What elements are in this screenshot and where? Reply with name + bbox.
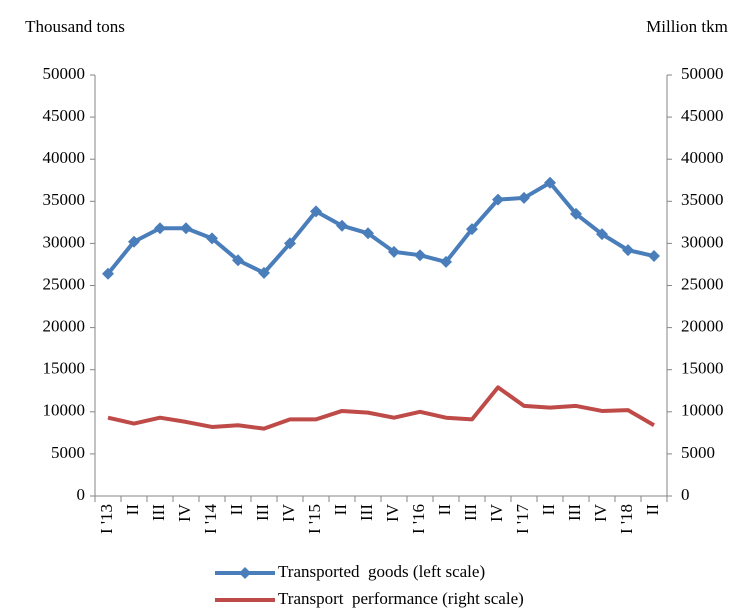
point-marker <box>388 245 400 258</box>
point-marker <box>596 228 608 241</box>
x-tick-label: I '15 <box>305 504 324 534</box>
x-tick-label: II <box>643 504 662 516</box>
y2-tick-label: 45000 <box>681 106 724 125</box>
legend-label: Transport performance (right scale) <box>278 589 524 608</box>
x-tick-label: III <box>565 504 584 521</box>
point-marker <box>414 249 426 262</box>
point-marker <box>362 227 374 240</box>
y2-tick-label: 5000 <box>681 443 715 462</box>
point-marker <box>310 205 322 218</box>
y-tick-label: 10000 <box>43 401 86 420</box>
y2-axis-title: Million tkm <box>646 17 728 36</box>
x-tick-label: III <box>357 504 376 521</box>
point-marker <box>622 244 634 257</box>
series-line <box>107 385 656 431</box>
point-marker <box>102 267 114 280</box>
point-marker <box>466 223 478 236</box>
x-tick-label: II <box>539 504 558 516</box>
x-tick-label: II <box>331 504 350 516</box>
y2-tick-label: 40000 <box>681 148 724 167</box>
x-tick-label: II <box>435 504 454 516</box>
y-axis-title: Thousand tons <box>25 17 125 36</box>
y-tick-label: 0 <box>77 485 86 504</box>
series-line <box>106 180 655 275</box>
x-tick-label: IV <box>487 503 506 522</box>
y2-tick-label: 15000 <box>681 359 724 378</box>
point-marker <box>570 207 582 220</box>
y2-tick-label: 0 <box>681 485 690 504</box>
point-marker <box>206 232 218 245</box>
y-tick-label: 25000 <box>43 274 86 293</box>
x-tick-label: III <box>461 504 480 521</box>
point-marker <box>648 250 660 263</box>
legend-marker <box>239 567 251 579</box>
point-marker <box>544 176 556 189</box>
x-tick-label: III <box>149 504 168 521</box>
y-tick-label: 45000 <box>43 106 86 125</box>
y-tick-label: 50000 <box>43 64 86 83</box>
x-tick-label: I '14 <box>201 504 220 534</box>
y-tick-label: 30000 <box>43 232 86 251</box>
y2-tick-label: 35000 <box>681 190 724 209</box>
point-marker <box>128 235 140 248</box>
x-tick-label: IV <box>175 503 194 522</box>
y-tick-label: 15000 <box>43 359 86 378</box>
point-marker <box>336 219 348 232</box>
point-marker <box>232 254 244 267</box>
x-tick-label: II <box>227 504 246 516</box>
y2-tick-label: 20000 <box>681 317 724 336</box>
point-marker <box>284 237 296 250</box>
x-tick-label: I '17 <box>513 504 532 534</box>
y-tick-label: 5000 <box>51 443 85 462</box>
point-marker <box>492 193 504 206</box>
point-marker <box>154 222 166 235</box>
y2-tick-label: 10000 <box>681 401 724 420</box>
x-tick-label: II <box>123 504 142 516</box>
x-tick-label: I '13 <box>97 504 116 534</box>
x-tick-label: III <box>253 504 272 521</box>
y2-tick-label: 50000 <box>681 64 724 83</box>
point-marker <box>440 255 452 268</box>
x-tick-label: I '16 <box>409 504 428 534</box>
x-tick-label: IV <box>591 503 610 522</box>
y-tick-label: 20000 <box>43 317 86 336</box>
y-tick-label: 40000 <box>43 148 86 167</box>
y2-tick-label: 30000 <box>681 232 724 251</box>
point-marker <box>180 222 192 235</box>
legend-label: Transported goods (left scale) <box>278 562 485 581</box>
x-tick-label: IV <box>383 503 402 522</box>
y2-tick-label: 25000 <box>681 274 724 293</box>
point-marker <box>518 191 530 204</box>
point-marker <box>258 266 270 279</box>
y-tick-label: 35000 <box>43 190 86 209</box>
x-tick-label: IV <box>279 503 298 522</box>
x-tick-label: I '18 <box>617 504 636 534</box>
